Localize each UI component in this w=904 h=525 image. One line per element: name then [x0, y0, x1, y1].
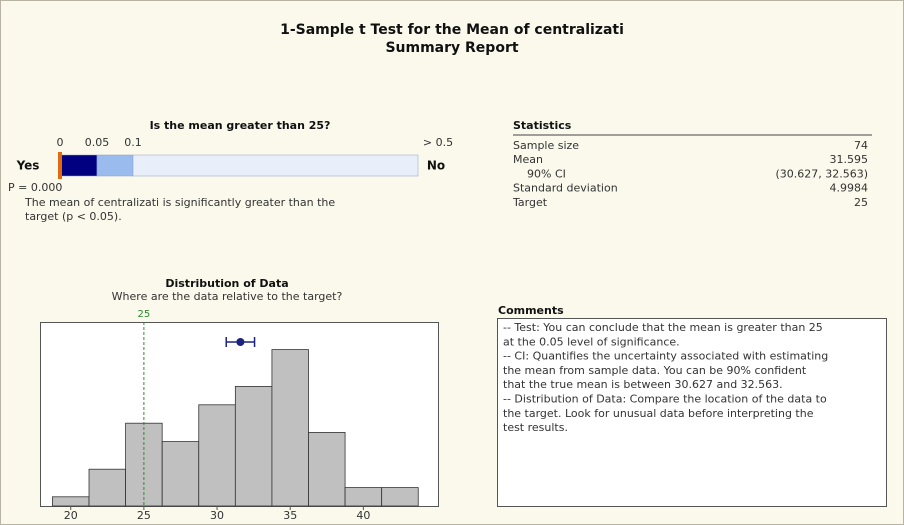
comments-title: Comments — [498, 304, 564, 317]
p-marker — [58, 152, 62, 179]
comment-line: the target. Look for unusual data before… — [503, 407, 814, 420]
stat-label: Standard deviation — [513, 182, 618, 195]
question: Is the mean greater than 25? — [150, 119, 331, 132]
p-tick-label: 0.1 — [124, 136, 142, 149]
message: target (p < 0.05). — [25, 210, 122, 223]
stat-label: Target — [512, 196, 548, 209]
comment-line: -- Test: You can conclude that the mean … — [503, 321, 823, 334]
stat-value: 74 — [854, 139, 868, 152]
comment-line: -- CI: Quantifies the uncertainty associ… — [503, 350, 828, 363]
x-tick-label: 30 — [210, 509, 224, 522]
bar — [88, 468, 126, 507]
bar — [308, 431, 346, 507]
mean-marker — [236, 338, 245, 346]
no-label: No — [427, 159, 445, 173]
bar — [198, 404, 236, 507]
p-tick-label: 0 — [57, 136, 64, 149]
p-segment — [96, 154, 134, 177]
p-tick-label: > 0.5 — [423, 136, 453, 149]
stat-value: (30.627, 32.563) — [775, 167, 868, 180]
p-label: P = 0.000 — [8, 181, 62, 194]
stat-value: 25 — [854, 196, 868, 209]
stat-label: 90% CI — [527, 167, 566, 180]
p-segment — [59, 154, 98, 177]
comment-line: that the true mean is between 30.627 and… — [503, 378, 783, 391]
p-tick-label: 0.05 — [85, 136, 110, 149]
stats-title: Statistics — [513, 119, 572, 132]
comment-line: test results. — [503, 421, 568, 434]
x-tick-label: 35 — [283, 509, 297, 522]
target-label: 25 — [138, 309, 151, 320]
bar — [271, 349, 309, 507]
x-tick-label: 25 — [137, 509, 151, 522]
stat-value: 31.595 — [830, 153, 869, 166]
comment-line: the mean from sample data. You can be 90… — [503, 364, 807, 377]
stat-label: Sample size — [513, 139, 579, 152]
subtitle: Summary Report — [385, 40, 518, 56]
bar — [234, 385, 273, 507]
yes-label: Yes — [16, 159, 40, 173]
p-segment — [132, 154, 419, 177]
title: 1-Sample t Test for the Mean of centrali… — [280, 22, 624, 38]
comment-line: at the 0.05 level of significance. — [503, 335, 680, 348]
bar — [381, 487, 419, 507]
stat-value: 4.9984 — [830, 182, 869, 195]
comment-line: -- Distribution of Data: Compare the loc… — [503, 393, 827, 406]
bar — [161, 441, 200, 507]
x-tick-label: 20 — [64, 509, 78, 522]
bar — [344, 487, 383, 507]
comments-box — [497, 318, 887, 507]
x-tick-label: 40 — [356, 509, 370, 522]
chart-subtitle: Where are the data relative to the targe… — [112, 290, 343, 303]
stat-label: Mean — [513, 153, 543, 166]
message: The mean of centralizati is significantl… — [24, 196, 335, 209]
chart-title: Distribution of Data — [165, 277, 288, 290]
bar — [52, 496, 90, 507]
